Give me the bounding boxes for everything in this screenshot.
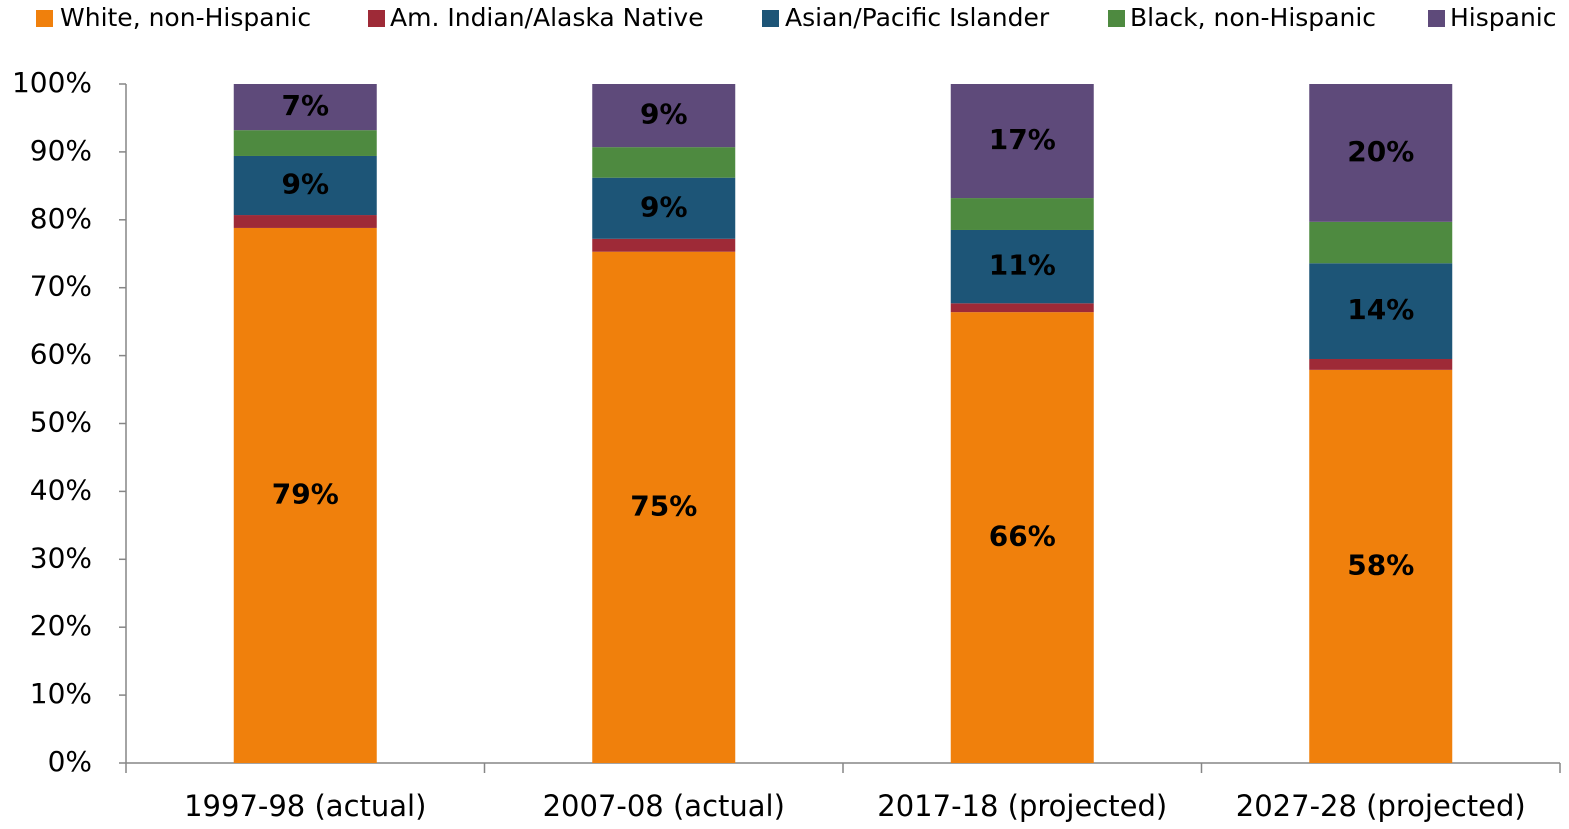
- bar-segment: [1309, 369, 1453, 763]
- legend-swatch: [1428, 10, 1445, 27]
- bar-segment: [1309, 84, 1453, 222]
- bar-segment: [1309, 221, 1453, 264]
- data-label: 7%: [281, 89, 329, 122]
- bar-segment: [1309, 263, 1453, 359]
- y-tick-label: 90%: [30, 134, 92, 167]
- bar-segment: [233, 155, 377, 216]
- data-label: 79%: [272, 477, 339, 510]
- legend-label: Hispanic: [1450, 3, 1557, 32]
- y-tick-label: 10%: [30, 677, 92, 710]
- x-tick-label: 2017-18 (projected): [877, 789, 1167, 823]
- y-tick-label: 80%: [30, 202, 92, 235]
- y-tick-label: 60%: [30, 338, 92, 371]
- bar-segment: [592, 238, 736, 252]
- bar-segment: [592, 251, 736, 763]
- data-label: 17%: [989, 123, 1056, 156]
- y-tick-label: 30%: [30, 541, 92, 574]
- bar-segment: [233, 130, 377, 156]
- bar-segment: [233, 84, 377, 131]
- legend-label: Black, non-Hispanic: [1130, 3, 1376, 32]
- y-tick-label: 100%: [12, 66, 92, 99]
- bar-segment: [950, 84, 1094, 199]
- x-tick-label: 1997-98 (actual): [184, 789, 426, 823]
- bar-segment: [1309, 358, 1453, 370]
- bar-segment: [950, 229, 1094, 304]
- y-tick-label: 40%: [30, 473, 92, 506]
- legend-label: Asian/Pacific Islander: [785, 3, 1050, 32]
- data-label: 20%: [1347, 135, 1414, 168]
- bar-segment: [592, 177, 736, 239]
- data-label: 9%: [640, 190, 688, 223]
- bar-segment: [592, 147, 736, 178]
- bar-segment: [233, 227, 377, 763]
- data-label: 9%: [281, 168, 329, 201]
- legend-swatch: [368, 10, 385, 27]
- data-label: 66%: [989, 520, 1056, 553]
- bar-segment: [233, 215, 377, 228]
- legend-label: Am. Indian/Alaska Native: [390, 3, 704, 32]
- y-tick-label: 0%: [48, 745, 92, 778]
- data-label: 75%: [630, 489, 697, 522]
- y-tick-label: 70%: [30, 270, 92, 303]
- legend-label: White, non-Hispanic: [60, 3, 311, 32]
- y-tick-label: 50%: [30, 406, 92, 439]
- legend-swatch: [762, 10, 779, 27]
- data-label: 14%: [1347, 293, 1414, 326]
- x-tick-label: 2007-08 (actual): [543, 789, 785, 823]
- data-label: 11%: [989, 249, 1056, 282]
- data-label: 9%: [640, 98, 688, 131]
- bar-segment: [950, 303, 1094, 313]
- legend-swatch: [36, 10, 53, 27]
- legend-swatch: [1108, 10, 1125, 27]
- bar-segment: [950, 312, 1094, 763]
- x-tick-label: 2027-28 (projected): [1236, 789, 1526, 823]
- y-tick-label: 20%: [30, 609, 92, 642]
- data-label: 58%: [1347, 548, 1414, 581]
- bar-segment: [592, 84, 736, 148]
- bar-segment: [950, 198, 1094, 230]
